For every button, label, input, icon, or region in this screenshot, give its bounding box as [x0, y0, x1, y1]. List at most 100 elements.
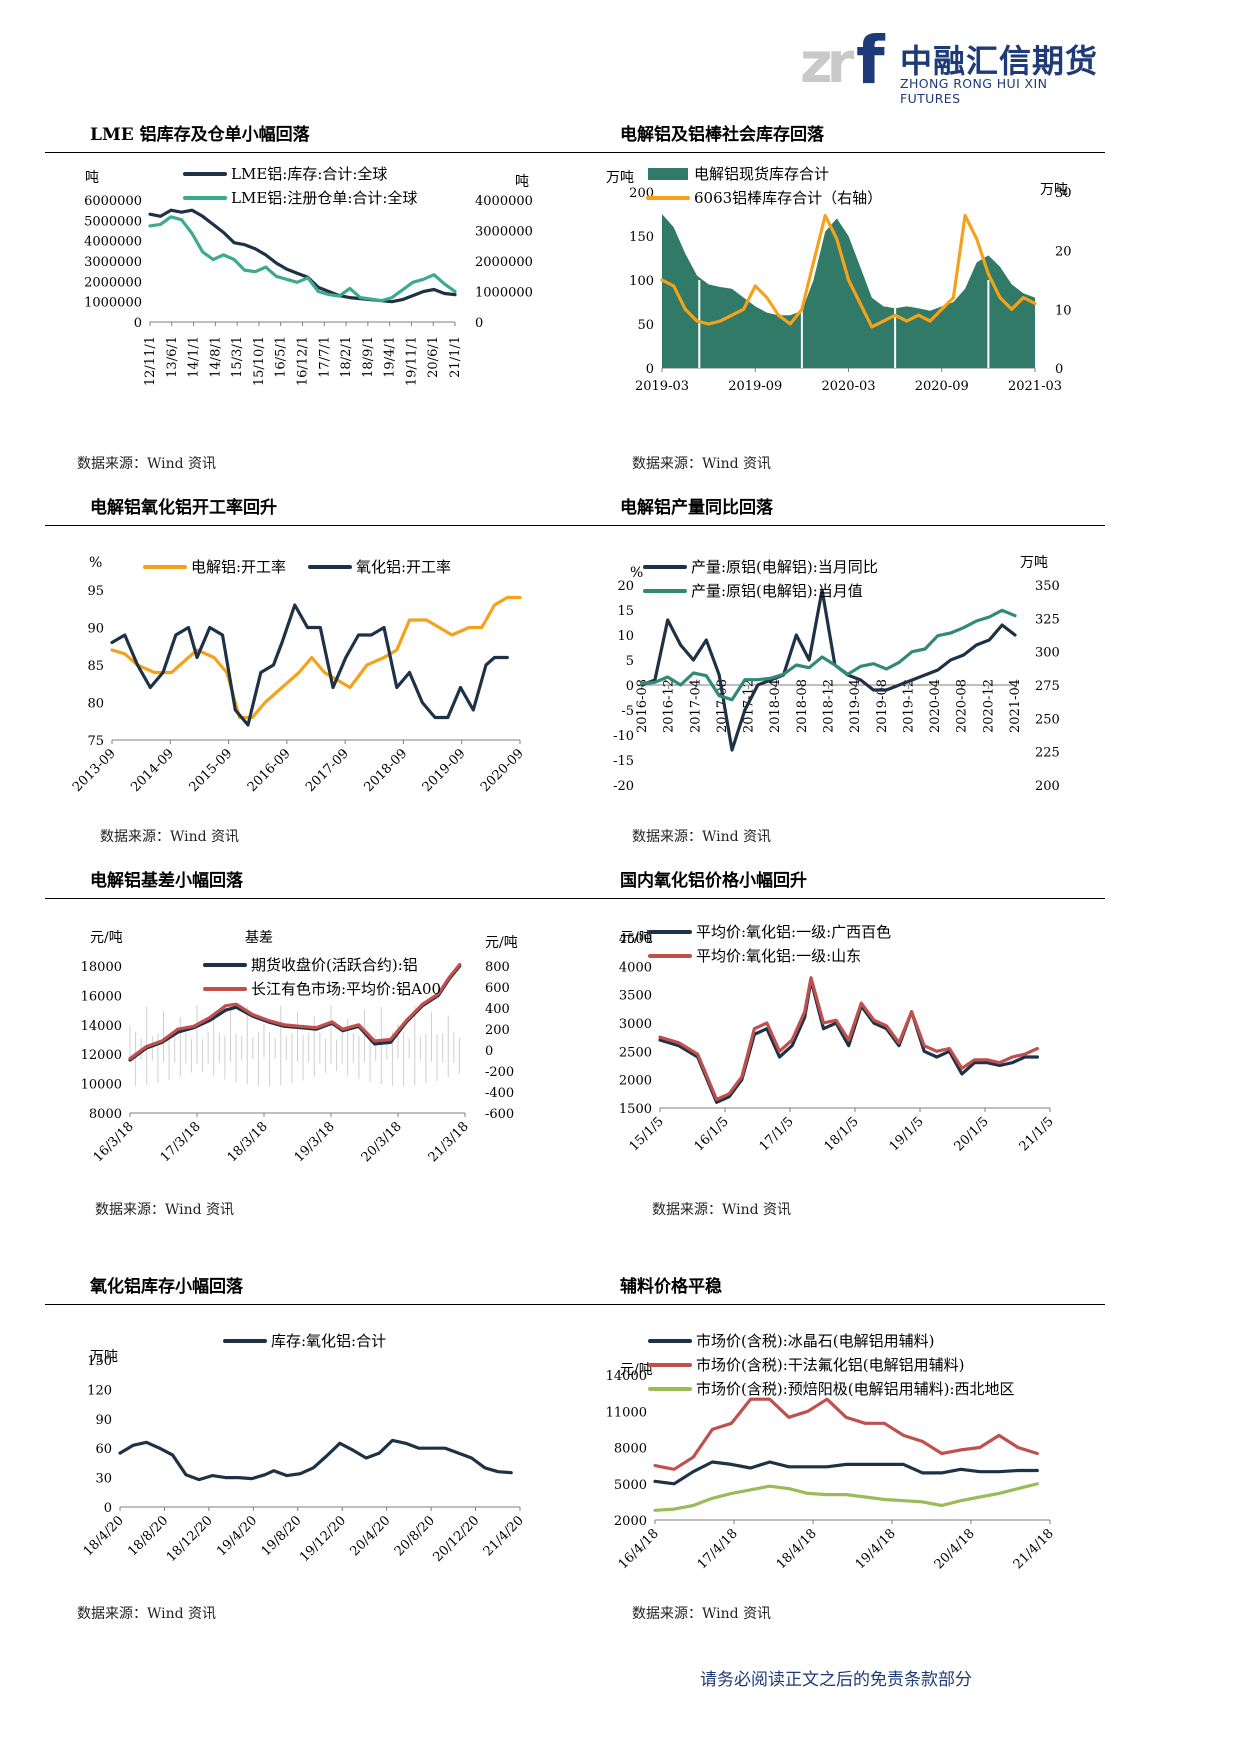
- y-tick-right: 30: [1055, 186, 1072, 201]
- x-tick-label: 2019-03: [635, 379, 689, 394]
- y-tick-right: -400: [485, 1086, 514, 1101]
- y-axis-unit-left: 吨: [85, 170, 99, 186]
- series-area-0: [662, 214, 1035, 368]
- x-tick-label: 2021-04: [1008, 679, 1023, 733]
- y-axis-unit-left: %: [89, 555, 102, 571]
- x-tick-label: 18/1/5: [822, 1114, 862, 1154]
- x-tick-label: 16/3/18: [91, 1119, 137, 1165]
- y-tick-left: 150: [87, 1354, 112, 1369]
- y-tick-left: 2000000: [84, 275, 142, 290]
- y-tick-left: 0: [626, 679, 634, 694]
- x-tick-label: 2016-08: [635, 679, 650, 733]
- y-tick-right: 4000000: [475, 194, 533, 209]
- x-tick-label: 16/1/5: [692, 1114, 732, 1154]
- y-axis-unit-right: 吨: [515, 174, 529, 190]
- x-tick-label: 17/3/18: [158, 1119, 204, 1165]
- x-tick-label: 2019-04: [848, 679, 863, 733]
- y-tick-left: 2000: [614, 1514, 647, 1529]
- y-tick-left: 100: [629, 274, 654, 289]
- logo-name-en: ZHONG RONG HUI XIN FUTURES: [900, 76, 1048, 106]
- y-tick-left: 14000: [81, 1019, 122, 1034]
- y-tick-right: 0: [1055, 362, 1063, 377]
- y-tick-right: 2000000: [475, 255, 533, 270]
- x-tick-label: 18/4/18: [774, 1526, 820, 1572]
- y-tick-right: 400: [485, 1002, 510, 1017]
- y-tick-left: 1000000: [84, 296, 142, 311]
- x-tick-label: 20/8/20: [392, 1513, 438, 1559]
- legend-label: 产量:原铝(电解铝):当月同比: [691, 558, 878, 576]
- x-tick-label: 2019-08: [875, 679, 890, 733]
- x-tick-label: 2019-12: [901, 679, 916, 733]
- source-note-4: 数据来源：Wind 资讯: [632, 829, 772, 845]
- x-tick-label: 18/3/18: [225, 1119, 271, 1165]
- y-tick-left: 8000: [614, 1442, 647, 1457]
- y-tick-right: 300: [1035, 646, 1060, 661]
- x-tick-label: 20/3/18: [359, 1119, 405, 1165]
- series-line-0: [640, 588, 1017, 752]
- x-tick-label: 2016-09: [245, 746, 294, 795]
- legend-swatch: [648, 168, 688, 180]
- y-tick-left: 1500: [619, 1102, 652, 1117]
- y-tick-left: 18000: [81, 960, 122, 975]
- x-tick-label: 20/4/20: [347, 1513, 393, 1559]
- x-tick-label: 2019-09: [728, 379, 782, 394]
- y-tick-left: 80: [87, 697, 104, 712]
- y-tick-left: 16000: [81, 989, 122, 1004]
- y-tick-left: 120: [87, 1383, 112, 1398]
- y-tick-left: 0: [646, 362, 654, 377]
- y-tick-left: 3500: [619, 989, 652, 1004]
- section-title-alumina-price: 国内氧化铝价格小幅回升: [620, 871, 807, 891]
- source-note-5: 数据来源：Wind 资讯: [95, 1202, 235, 1218]
- series-line-2: [653, 1482, 1039, 1512]
- series-line-0: [110, 595, 522, 720]
- x-tick-label: 18/12/20: [164, 1513, 216, 1565]
- y-tick-left: 30: [95, 1472, 112, 1487]
- x-tick-label: 19/11/1: [404, 336, 419, 386]
- section-title-lme-inventory: LME 铝库存及仓单小幅回落: [90, 125, 310, 145]
- y-tick-right: 3000000: [475, 225, 533, 240]
- x-tick-label: 18/8/20: [125, 1513, 171, 1559]
- y-tick-left: -10: [613, 729, 634, 744]
- legend-label: 市场价(含税):冰晶石(电解铝用辅料): [696, 1332, 934, 1350]
- x-tick-label: 14/1/1: [187, 336, 202, 378]
- x-tick-label: 20/1/5: [952, 1114, 992, 1154]
- x-tick-label: 2020-09: [915, 379, 969, 394]
- y-tick-left: 5000000: [84, 214, 142, 229]
- y-tick-left: 2000: [619, 1074, 652, 1089]
- y-tick-right: -200: [485, 1065, 514, 1080]
- y-tick-right: 10: [1055, 303, 1072, 318]
- legend-label: 长江有色市场:平均价:铝A00: [251, 980, 441, 998]
- y-tick-right: 0: [475, 316, 483, 331]
- x-tick-label: 2016-12: [662, 679, 677, 733]
- y-tick-right: 200: [1035, 779, 1060, 794]
- x-tick-label: 2019-09: [420, 746, 469, 795]
- y-tick-left: 3000000: [84, 255, 142, 270]
- x-tick-label: 15/10/1: [252, 336, 267, 386]
- x-tick-label: 19/4/18: [853, 1526, 899, 1572]
- x-tick-label: 2020-03: [821, 379, 875, 394]
- x-tick-label: 16/4/18: [616, 1526, 662, 1572]
- legend-label: 电解铝现货库存合计: [694, 165, 829, 183]
- x-tick-label: 21/1/5: [1017, 1114, 1057, 1154]
- y-axis-unit-right: 万吨: [1040, 182, 1068, 198]
- y-tick-left: 12000: [81, 1048, 122, 1063]
- legend-label: LME铝:库存:合计:全球: [231, 165, 387, 183]
- y-tick-left: 2500: [619, 1045, 652, 1060]
- y-axis-unit-left: 万吨: [90, 1349, 118, 1365]
- x-tick-label: 18/4/20: [81, 1513, 127, 1559]
- y-tick-left: 3000: [619, 1017, 652, 1032]
- x-tick-label: 15/1/5: [627, 1114, 667, 1154]
- y-tick-right: 225: [1035, 746, 1060, 761]
- x-tick-label: 12/11/1: [143, 336, 158, 386]
- x-tick-label: 2015-09: [187, 746, 236, 795]
- x-tick-label: 15/3/1: [230, 336, 245, 378]
- x-tick-label: 2020-04: [928, 679, 943, 733]
- y-tick-right: 1000000: [475, 286, 533, 301]
- section-rule-1: [45, 152, 1105, 153]
- y-tick-left: -20: [613, 779, 634, 794]
- x-tick-label: 2018-04: [768, 679, 783, 733]
- y-tick-left: -15: [613, 754, 634, 769]
